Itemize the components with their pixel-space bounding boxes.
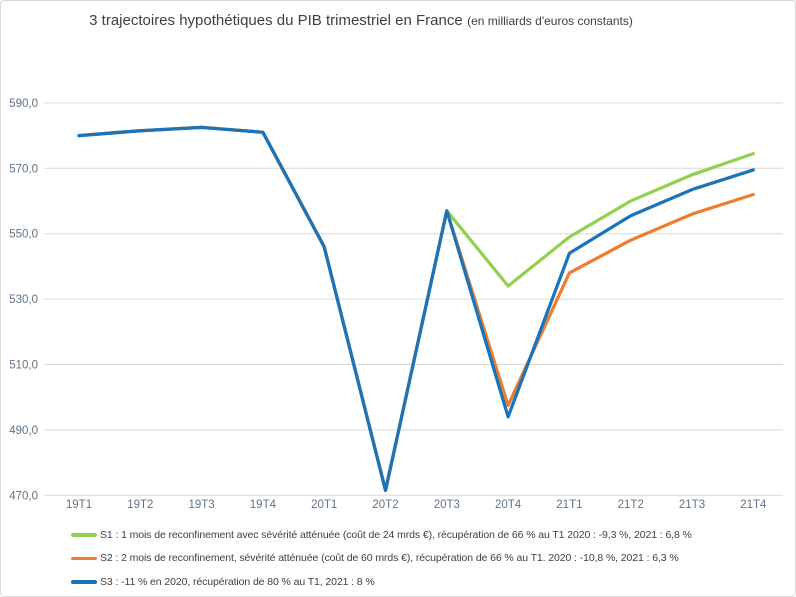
chart-title-subtitle: (en milliards d'euros constants) bbox=[467, 14, 633, 28]
series-line-s2 bbox=[77, 125, 755, 493]
series-line-s1 bbox=[77, 125, 755, 493]
y-axis-tick-label: 490,0 bbox=[9, 425, 38, 437]
x-axis-tick-label: 21T1 bbox=[556, 499, 582, 511]
legend-label-s2: S2 : 2 mois de reconfinement, sévérité a… bbox=[100, 552, 679, 565]
x-axis-tick-label: 21T2 bbox=[618, 499, 644, 511]
y-axis-tick-label: 510,0 bbox=[9, 360, 38, 372]
legend-marker-s2 bbox=[71, 556, 97, 560]
legend-label-s3: S3 : -11 % en 2020, récupération de 80 %… bbox=[100, 575, 375, 588]
x-axis-tick-label: 20T1 bbox=[311, 499, 337, 511]
x-axis-tick-label: 19T3 bbox=[188, 499, 214, 511]
legend-marker-s1 bbox=[71, 533, 97, 537]
x-axis-tick-label: 19T1 bbox=[66, 499, 92, 511]
x-axis-tick-label: 20T4 bbox=[495, 499, 522, 511]
series-line-s3 bbox=[77, 125, 755, 493]
y-axis-tick-label: 550,0 bbox=[9, 229, 38, 241]
chart-title-main: 3 trajectoires hypothétiques du PIB trim… bbox=[89, 12, 463, 29]
chart-title: 3 trajectoires hypothétiques du PIB trim… bbox=[81, 9, 641, 32]
x-axis-tick-label: 20T2 bbox=[372, 499, 398, 511]
x-axis-tick-label: 21T4 bbox=[740, 499, 767, 511]
x-axis-tick-label: 19T4 bbox=[250, 499, 277, 511]
legend-item-s1: S1 : 1 mois de reconfinement avec sévéri… bbox=[71, 523, 692, 547]
legend-item-s2: S2 : 2 mois de reconfinement, sévérité a… bbox=[71, 547, 692, 571]
y-axis-tick-label: 530,0 bbox=[9, 294, 38, 306]
x-axis-tick-label: 19T2 bbox=[127, 499, 153, 511]
x-axis-tick-label: 21T3 bbox=[679, 499, 705, 511]
legend-item-s3: S3 : -11 % en 2020, récupération de 80 %… bbox=[71, 570, 692, 594]
legend-label-s1: S1 : 1 mois de reconfinement avec sévéri… bbox=[100, 528, 692, 541]
y-axis-tick-label: 470,0 bbox=[9, 490, 38, 502]
y-axis-tick-label: 570,0 bbox=[9, 163, 38, 175]
chart-legend: S1 : 1 mois de reconfinement avec sévéri… bbox=[71, 523, 692, 594]
x-axis-tick-label: 20T3 bbox=[434, 499, 460, 511]
y-axis-tick-label: 590,0 bbox=[9, 98, 38, 110]
legend-marker-s3 bbox=[71, 580, 97, 584]
